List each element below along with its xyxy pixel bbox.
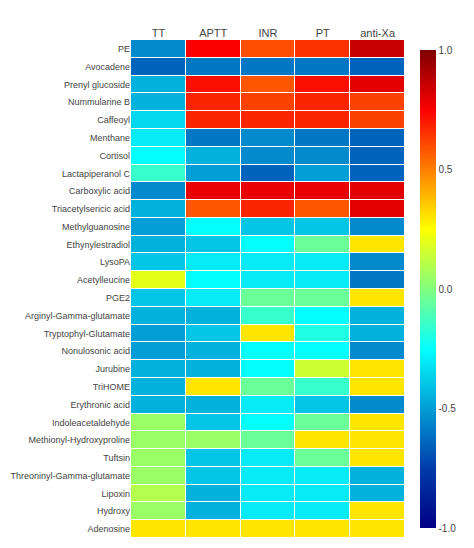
svg-text:Avocadene: Avocadene <box>85 62 130 72</box>
svg-text:Lactapiperanol C: Lactapiperanol C <box>62 169 131 179</box>
svg-text:LysoPA: LysoPA <box>100 257 130 267</box>
svg-text:Indoleacetaldehyde: Indoleacetaldehyde <box>52 418 130 428</box>
svg-text:APTT: APTT <box>199 27 227 39</box>
svg-text:Methionyl-Hydroxyproline: Methionyl-Hydroxyproline <box>28 435 130 445</box>
svg-text:Tryptophyl-Glutamate: Tryptophyl-Glutamate <box>44 329 130 339</box>
svg-text:PT: PT <box>316 27 330 39</box>
svg-text:Tuftsin: Tuftsin <box>103 453 130 463</box>
svg-text:Triacetylsericic acid: Triacetylsericic acid <box>52 204 130 214</box>
svg-text:INR: INR <box>259 27 278 39</box>
svg-text:1.0: 1.0 <box>439 45 453 56</box>
svg-text:Lipoxin: Lipoxin <box>101 489 130 499</box>
svg-text:anti-Xa: anti-Xa <box>360 27 396 39</box>
svg-text:PGE2: PGE2 <box>106 293 130 303</box>
svg-text:Adenosine: Adenosine <box>87 524 130 534</box>
svg-text:-0.5: -0.5 <box>439 403 457 414</box>
svg-text:Cortisol: Cortisol <box>99 151 130 161</box>
svg-text:Arginyl-Gamma-glutamate: Arginyl-Gamma-glutamate <box>25 311 130 321</box>
svg-text:-1.0: -1.0 <box>439 523 457 534</box>
svg-text:PE: PE <box>118 44 130 54</box>
svg-text:Acetylleucine: Acetylleucine <box>77 275 130 285</box>
svg-text:Jurubine: Jurubine <box>95 364 130 374</box>
svg-text:Caffeoyl: Caffeoyl <box>97 115 130 125</box>
svg-text:Menthane: Menthane <box>90 133 130 143</box>
svg-text:Carboxylic acid: Carboxylic acid <box>69 186 130 196</box>
svg-text:Nonulosonic acid: Nonulosonic acid <box>61 346 130 356</box>
svg-text:TT: TT <box>152 27 166 39</box>
svg-text:Prenyl glucoside: Prenyl glucoside <box>64 80 130 90</box>
svg-text:Hydroxy: Hydroxy <box>97 506 131 516</box>
svg-text:Erythronic acid: Erythronic acid <box>70 400 130 410</box>
svg-text:TriHOME: TriHOME <box>93 382 130 392</box>
svg-text:Nummularine B: Nummularine B <box>68 97 130 107</box>
svg-text:0.0: 0.0 <box>439 284 453 295</box>
svg-text:Methylguanosine: Methylguanosine <box>62 222 130 232</box>
svg-text:Threoninyl-Gamma-glutamate: Threoninyl-Gamma-glutamate <box>10 471 130 481</box>
svg-text:0.5: 0.5 <box>439 164 453 175</box>
svg-text:Ethynylestradiol: Ethynylestradiol <box>66 240 130 250</box>
